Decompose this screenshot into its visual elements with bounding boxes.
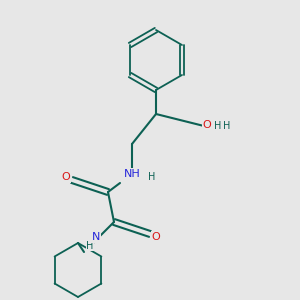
Text: H: H: [86, 241, 94, 251]
Text: H: H: [223, 121, 230, 131]
Text: H: H: [148, 172, 155, 182]
Text: O: O: [202, 119, 211, 130]
Text: O: O: [61, 172, 70, 182]
Text: H: H: [214, 121, 221, 131]
Text: NH: NH: [124, 169, 140, 179]
Text: O: O: [152, 232, 160, 242]
Text: N: N: [92, 232, 100, 242]
